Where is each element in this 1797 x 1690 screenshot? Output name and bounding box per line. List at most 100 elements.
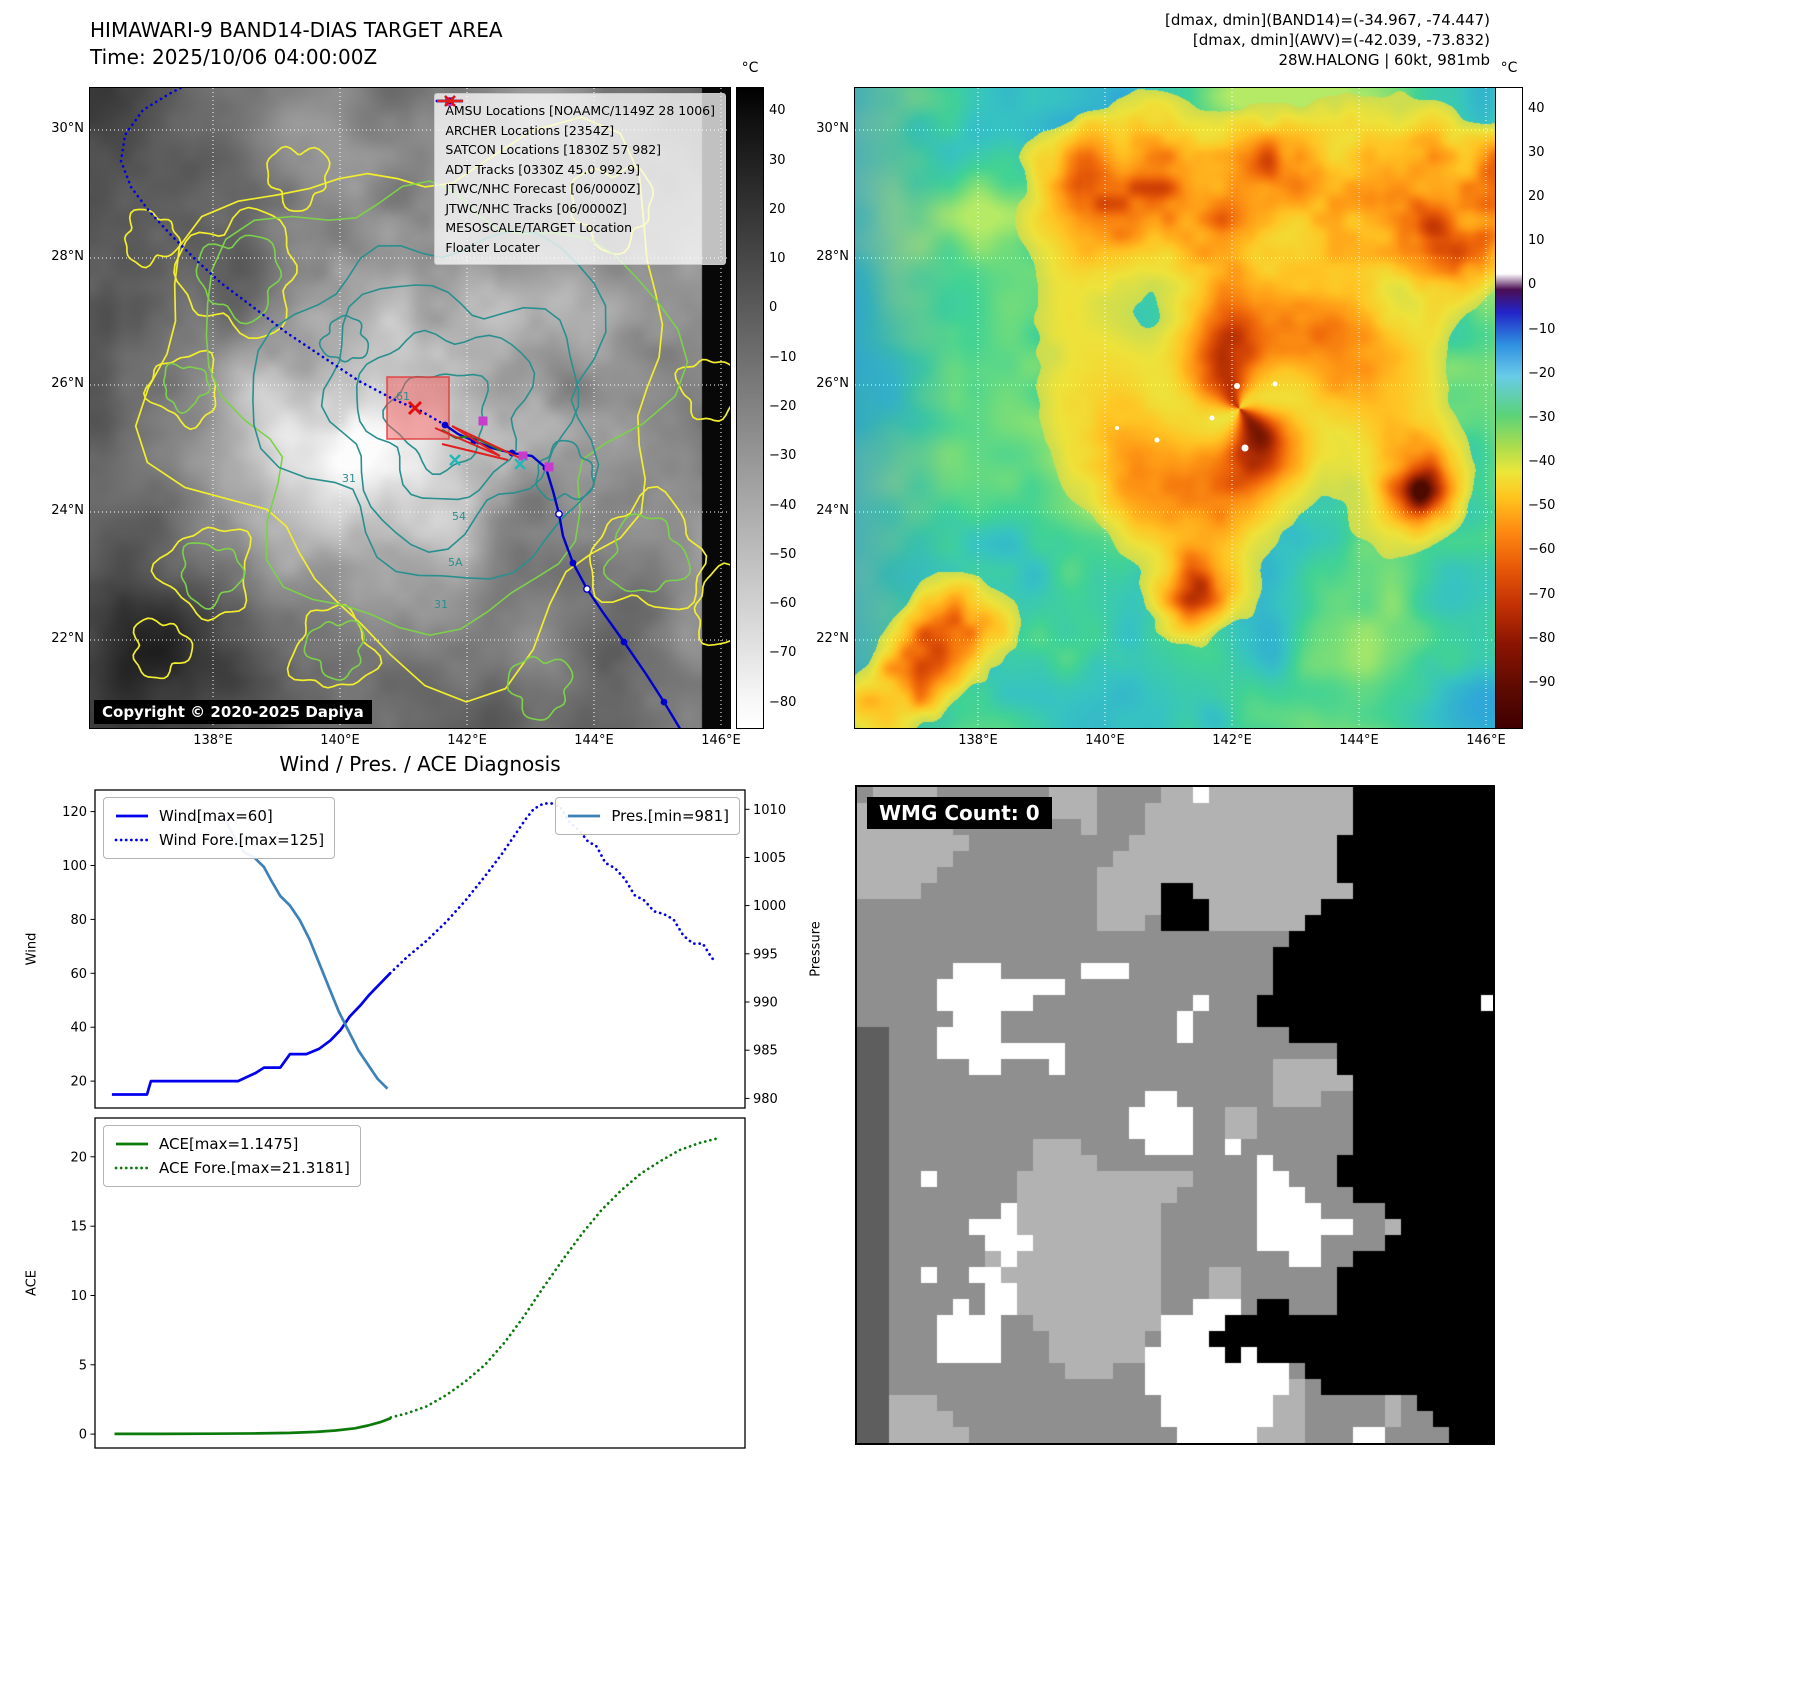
- track-point-open: [555, 510, 563, 518]
- map-legend-label: JTWC/NHC Tracks [06/0000Z]: [445, 200, 627, 216]
- wind-tick: 20: [70, 1075, 87, 1090]
- lon-tick: 142°E: [447, 733, 487, 748]
- map-legend-label: SATCON Locations [1830Z 57 982]: [445, 142, 662, 157]
- band14-colorbar-tick: −30: [769, 448, 797, 464]
- legend-marker-icon: [437, 99, 464, 103]
- chart-legend-label: Wind[max=60]: [159, 807, 273, 825]
- band14-overlay: 61 31 54 5A 31: [90, 88, 730, 728]
- lat-tick: 26°N: [816, 376, 849, 392]
- awv-colorbar-tick: −20: [1528, 365, 1556, 381]
- track-point: [569, 559, 577, 567]
- contour-outer: [286, 603, 383, 689]
- band14-time: Time: 2025/10/06 04:00:00Z: [90, 45, 378, 69]
- dmax-dmin-awv: [dmax, dmin](AWV)=(-42.039, -73.832): [1192, 31, 1490, 49]
- pressure-axis-label: Pressure: [808, 921, 824, 977]
- awv-colorbar-tick: −30: [1528, 409, 1556, 425]
- awv-colorbar-tick: −70: [1528, 586, 1556, 602]
- chart-legend-item: Wind Fore.[max=125]: [114, 828, 324, 852]
- contour-label: 5A: [448, 556, 463, 569]
- pressure-tick: 1000: [753, 899, 786, 914]
- map-legend-item: ARCHER Locations [2354Z]: [445, 97, 715, 141]
- wind-pres-ace-charts: 20 40 60 80 100 120 980 985 990 995 1000 1005 1010 0 5…: [62, 789, 786, 1449]
- band14-colorbar-tick: 20: [769, 201, 786, 217]
- ace-axis-label: ACE: [24, 1270, 40, 1296]
- pressure-tick: 990: [753, 996, 778, 1011]
- dmax-dmin-band14: [dmax, dmin](BAND14)=(-34.967, -74.447): [1165, 11, 1490, 29]
- diagnosis-title: Wind / Pres. / ACE Diagnosis: [279, 752, 561, 776]
- contour-inner: [320, 284, 580, 554]
- map-legend-item: Floater Locater: [437, 99, 715, 258]
- band14-colorbar-tick: −20: [769, 399, 797, 414]
- ace-legend: ACE[max=1.1475] ACE Fore.[max=21.3181]: [103, 1125, 361, 1187]
- lon-tick: 146°E: [701, 733, 741, 748]
- lat-tick: 28°N: [816, 248, 849, 264]
- track-point-open: [583, 585, 591, 593]
- ace-tick: 0: [79, 1428, 87, 1443]
- wind-tick: 40: [70, 1021, 87, 1036]
- cloud-speck: [1154, 437, 1160, 443]
- awv-colorbar-tick: −50: [1528, 498, 1556, 514]
- wind-tick: 120: [62, 805, 87, 820]
- map-legend: AMSU Locations [NOAAMC/1149Z 28 1006] ARC…: [434, 93, 726, 265]
- amsu-marker: [518, 451, 528, 461]
- contour-middle: [506, 655, 574, 721]
- lon-tick: 140°E: [320, 733, 360, 748]
- map-legend-item: ADT Tracks [0330Z 45.0 992.9]: [437, 99, 715, 180]
- floater-line: [451, 425, 501, 457]
- awv-satellite-image: [854, 87, 1496, 729]
- awv-colorbar-tick: 20: [1528, 189, 1545, 205]
- pressure-tick: 985: [753, 1044, 778, 1059]
- wind-tick: 100: [62, 859, 87, 874]
- cloud-speck: [1234, 383, 1240, 389]
- map-legend-label: ADT Tracks [0330Z 45.0 992.9]: [445, 161, 640, 177]
- contour-outer: [150, 526, 252, 622]
- floater-line: [451, 425, 523, 460]
- cloud-speck: [1272, 381, 1278, 387]
- contour-label: 61: [396, 390, 410, 403]
- awv-colorbar-tick: −80: [1528, 630, 1556, 646]
- chart-legend-item: Wind[max=60]: [114, 804, 324, 828]
- map-legend-item: JTWC/NHC Tracks [06/0000Z]: [437, 97, 715, 219]
- cloud-speck: [1115, 426, 1119, 430]
- chart-legend-label: Pres.[min=981]: [611, 807, 729, 825]
- series-line: [114, 1416, 392, 1436]
- wind-tick: 80: [70, 913, 87, 928]
- contour-label: 31: [342, 472, 356, 485]
- band14-colorbar-tick: −70: [769, 645, 797, 661]
- lat-tick: 30°N: [816, 120, 849, 136]
- lat-tick: 28°N: [51, 248, 84, 264]
- lon-tick: 146°E: [1466, 733, 1506, 748]
- wind-axis-label: Wind: [24, 932, 40, 966]
- contour-inner: [355, 329, 536, 501]
- pressure-tick: 1005: [753, 851, 786, 866]
- awv-colorbar-tick: −90: [1528, 674, 1556, 690]
- lon-tick: 142°E: [1212, 733, 1252, 748]
- lon-tick: 144°E: [574, 733, 614, 748]
- contour-middle: [195, 234, 283, 325]
- lat-tick: 24°N: [816, 503, 849, 518]
- chart-legend-item: ACE[max=1.1475]: [114, 1132, 350, 1156]
- band14-title: HIMAWARI-9 BAND14-DIAS TARGET AREA: [90, 18, 503, 42]
- contour-inner: [535, 439, 595, 501]
- awv-colorbar-tick: 0: [1528, 277, 1537, 293]
- floater-line: [441, 443, 509, 461]
- series-line: [389, 1137, 718, 1419]
- contour-outer: [142, 349, 217, 431]
- map-legend-label: MESOSCALE/TARGET Location: [445, 220, 633, 235]
- map-legend-label: ARCHER Locations [2354Z]: [445, 122, 615, 138]
- track-point: [620, 638, 628, 646]
- contour-outer: [266, 145, 331, 212]
- cloud-speck: [1209, 415, 1215, 421]
- satcon-marker: [449, 454, 461, 466]
- band14-colorbar-tick: −60: [769, 596, 797, 612]
- contour-outer: [674, 358, 730, 422]
- satcon-marker: [514, 458, 526, 470]
- lat-tick: 22°N: [816, 631, 849, 646]
- jtwc-forecast-track: [119, 88, 447, 427]
- awv-colorbar-tick: 40: [1528, 100, 1545, 116]
- awv-colorbar-tick: 10: [1528, 233, 1545, 249]
- awv-colorbar-unit: °C: [1500, 60, 1518, 76]
- ace-tick: 5: [79, 1358, 87, 1373]
- contour-inner: [382, 373, 490, 475]
